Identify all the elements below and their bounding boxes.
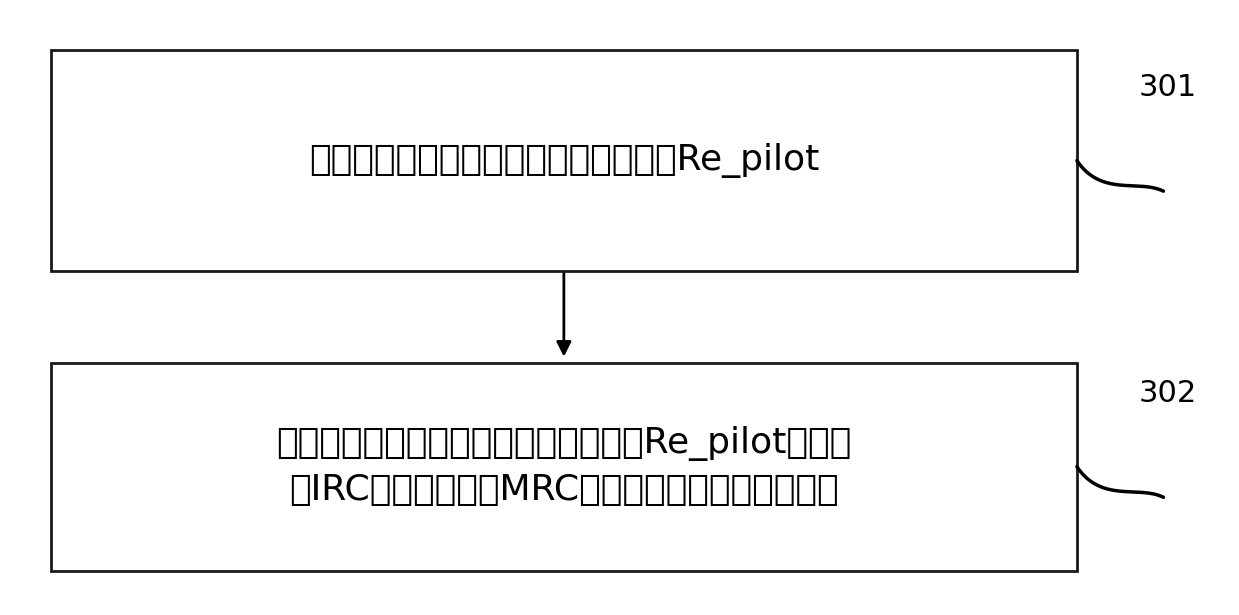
FancyBboxPatch shape [51,50,1077,271]
FancyBboxPatch shape [51,363,1077,571]
Text: 301: 301 [1139,73,1197,101]
Text: 计算导频子载波的噪声干扰协方差矩阵Re_pilot: 计算导频子载波的噪声干扰协方差矩阵Re_pilot [309,143,819,178]
Text: 用IRC检测方式或者MRC检测方式进行频域均衡检测: 用IRC检测方式或者MRC检测方式进行频域均衡检测 [289,473,839,507]
Text: 302: 302 [1139,379,1197,408]
Text: 利用导频子载波的噪声干扰协方差矩阵Re_pilot确定采: 利用导频子载波的噪声干扰协方差矩阵Re_pilot确定采 [276,426,851,461]
